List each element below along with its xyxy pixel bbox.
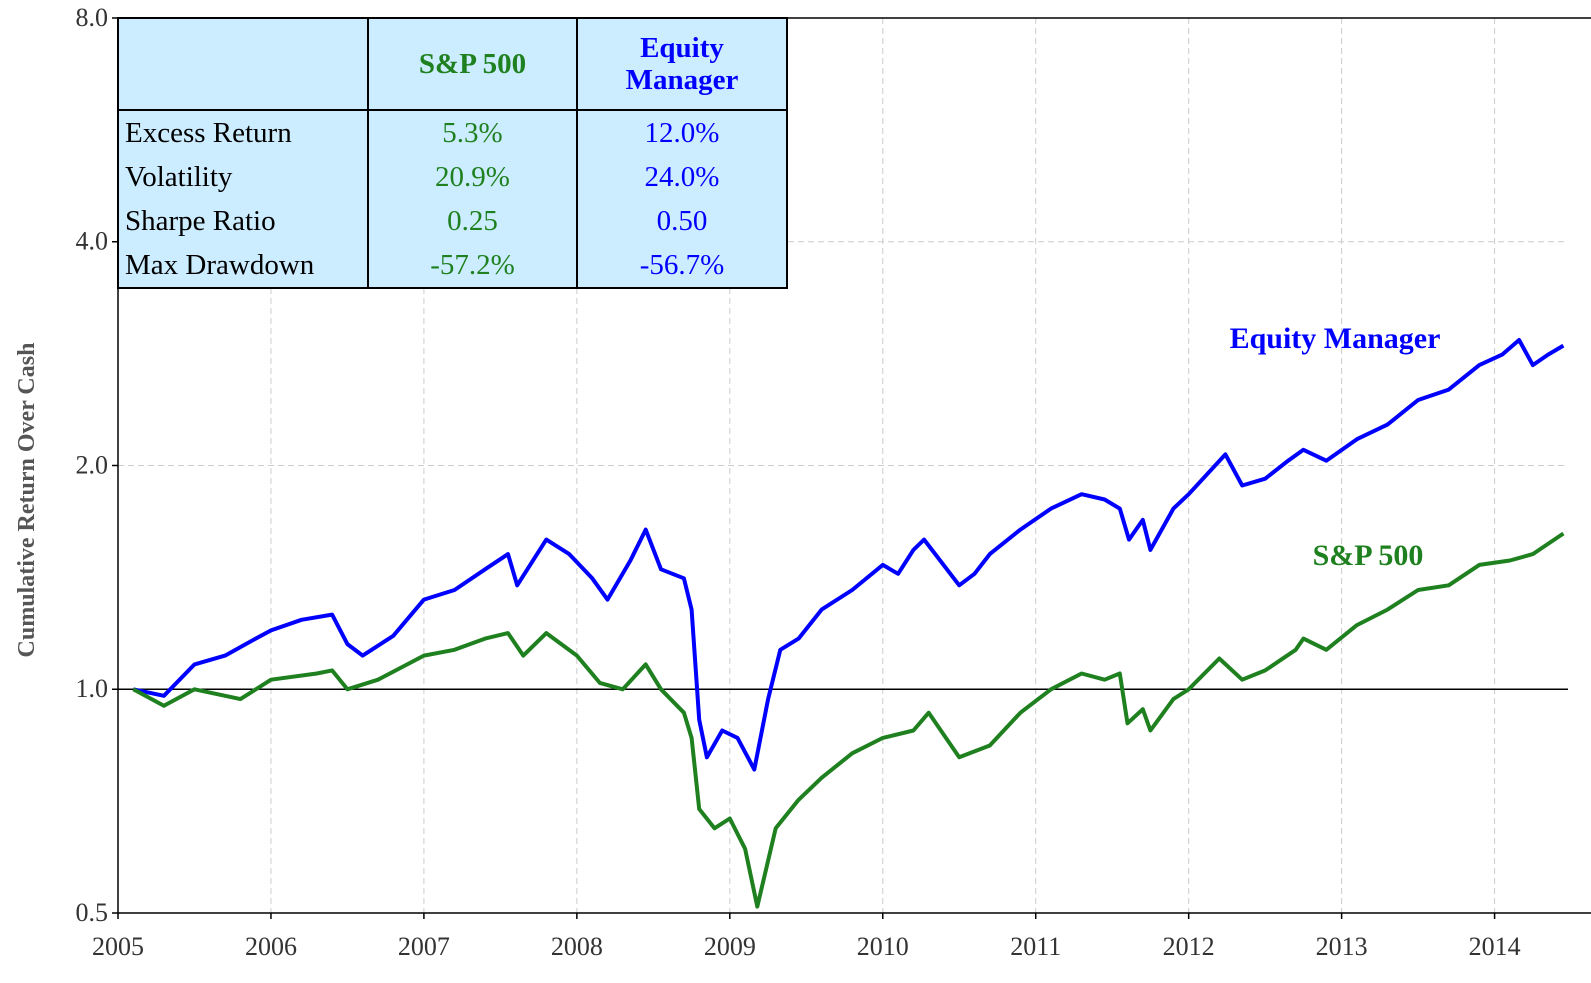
x-tick-label: 2014 (1469, 932, 1521, 961)
row-label: Sharpe Ratio (117, 199, 369, 243)
header-cell (117, 17, 369, 111)
x-tick-label: 2012 (1163, 932, 1215, 961)
x-tick-label: 2013 (1316, 932, 1368, 961)
series-label: Equity Manager (1230, 322, 1441, 355)
table-cell: 0.25 (367, 199, 578, 243)
y-tick-label: 8.0 (76, 3, 109, 32)
table-row: Max Drawdown -57.2% -56.7% (117, 243, 788, 289)
table-cell: 24.0% (576, 155, 788, 199)
stats-table: S&P 500 Equity Manager Excess Return 5.3% 12… (117, 17, 788, 289)
table-cell: -57.2% (367, 243, 578, 289)
y-tick-label: 0.5 (76, 898, 109, 927)
row-label: Excess Return (117, 110, 369, 155)
y-tick-label: 1.0 (76, 674, 109, 703)
x-tick-label: 2005 (92, 932, 144, 961)
table-cell: 5.3% (367, 110, 578, 155)
table-cell: 0.50 (576, 199, 788, 243)
row-label: Volatility (117, 155, 369, 199)
header-row: S&P 500 Equity Manager (117, 17, 788, 111)
y-tick-label: 2.0 (76, 450, 109, 479)
table-cell: -56.7% (576, 243, 788, 289)
series-label: S&P 500 (1313, 539, 1424, 572)
table-cell: 20.9% (367, 155, 578, 199)
y-tick-label: 4.0 (76, 227, 109, 256)
x-tick-label: 2007 (398, 932, 450, 961)
table-cell: 12.0% (576, 110, 788, 155)
table-row: Volatility 20.9% 24.0% (117, 155, 788, 199)
x-tick-label: 2006 (245, 932, 297, 961)
series-line (132, 338, 1565, 772)
y-axis-label: Cumulative Return Over Cash (14, 343, 40, 658)
x-tick-label: 2008 (551, 932, 603, 961)
header-cell: Equity Manager (576, 17, 788, 111)
x-tick-label: 2011 (1010, 932, 1061, 961)
stats-table-body: S&P 500 Equity Manager Excess Return 5.3% 12… (117, 17, 788, 289)
table-row: Excess Return 5.3% 12.0% (117, 110, 788, 155)
row-label: Max Drawdown (117, 243, 369, 289)
header-cell: S&P 500 (367, 17, 578, 111)
x-tick-label: 2010 (857, 932, 909, 961)
table-row: Sharpe Ratio 0.25 0.50 (117, 199, 788, 243)
series-line (132, 531, 1565, 909)
x-tick-label: 2009 (704, 932, 756, 961)
